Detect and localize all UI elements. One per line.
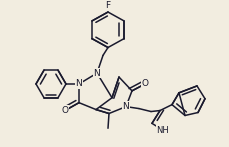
Text: NH: NH [156, 126, 169, 135]
Text: N: N [75, 79, 82, 88]
Text: O: O [141, 79, 148, 88]
Text: N: N [93, 69, 100, 78]
Text: F: F [105, 1, 110, 10]
Text: N: N [122, 102, 129, 111]
Text: O: O [61, 106, 68, 115]
